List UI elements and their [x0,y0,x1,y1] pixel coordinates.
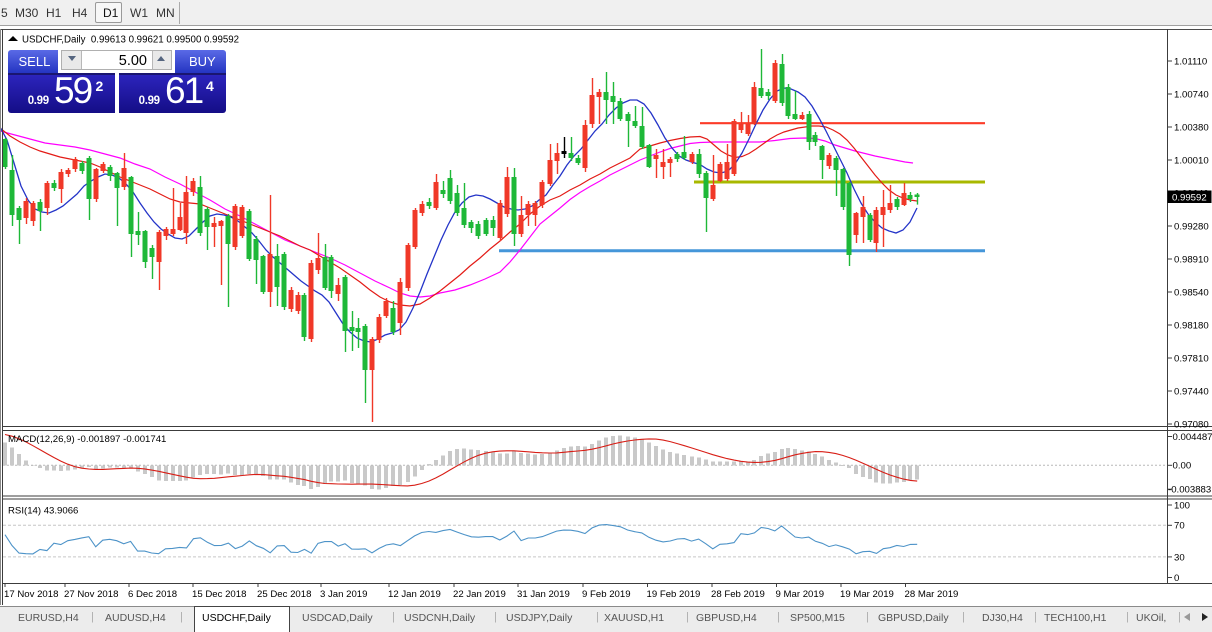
svg-text:9 Mar 2019: 9 Mar 2019 [776,589,825,600]
svg-text:0.99280: 0.99280 [1174,221,1209,232]
svg-text:12 Jan 2019: 12 Jan 2019 [388,589,441,600]
svg-text:RSI(14) 43.9066: RSI(14) 43.9066 [8,506,78,517]
svg-text:100: 100 [1174,500,1190,511]
svg-text:0.98910: 0.98910 [1174,254,1209,265]
svg-text:0.98180: 0.98180 [1174,320,1209,331]
svg-text:70: 70 [1174,521,1185,532]
svg-text:27 Nov 2018: 27 Nov 2018 [64,589,118,600]
svg-text:28 Mar 2019: 28 Mar 2019 [905,589,959,600]
svg-text:6 Dec 2018: 6 Dec 2018 [128,589,177,600]
svg-text:MACD(12,26,9) -0.001897 -0.001: MACD(12,26,9) -0.001897 -0.001741 [8,434,166,445]
svg-text:28 Feb 2019: 28 Feb 2019 [711,589,765,600]
svg-text:0.98540: 0.98540 [1174,287,1209,298]
svg-text:1.00010: 1.00010 [1174,155,1209,166]
svg-text:9 Feb 2019: 9 Feb 2019 [582,589,631,600]
svg-text:-0.003883: -0.003883 [1168,485,1211,496]
svg-text:1.00740: 1.00740 [1174,89,1209,100]
svg-text:19 Feb 2019: 19 Feb 2019 [647,589,701,600]
svg-text:25 Dec 2018: 25 Dec 2018 [257,589,311,600]
svg-text:0.97810: 0.97810 [1174,353,1209,364]
svg-text:1.00380: 1.00380 [1174,122,1209,133]
svg-text:0.004487: 0.004487 [1173,432,1212,443]
svg-text:USDCHF,Daily 0.99613 0.99621: USDCHF,Daily 0.99613 0.99621 0.99500 0.9… [22,35,239,46]
svg-text:0.00: 0.00 [1173,461,1192,472]
svg-text:17 Nov 2018: 17 Nov 2018 [4,589,58,600]
svg-text:15 Dec 2018: 15 Dec 2018 [192,589,246,600]
svg-text:22 Jan 2019: 22 Jan 2019 [453,589,506,600]
svg-text:0.97080: 0.97080 [1174,419,1209,430]
svg-text:31 Jan 2019: 31 Jan 2019 [517,589,570,600]
svg-text:19 Mar 2019: 19 Mar 2019 [840,589,894,600]
svg-text:1.01110: 1.01110 [1174,56,1207,67]
svg-text:30: 30 [1174,552,1185,563]
svg-text:0.97440: 0.97440 [1174,386,1209,397]
svg-text:0: 0 [1174,573,1179,584]
svg-text:3 Jan 2019: 3 Jan 2019 [320,589,367,600]
svg-text:0.99592: 0.99592 [1172,192,1207,203]
